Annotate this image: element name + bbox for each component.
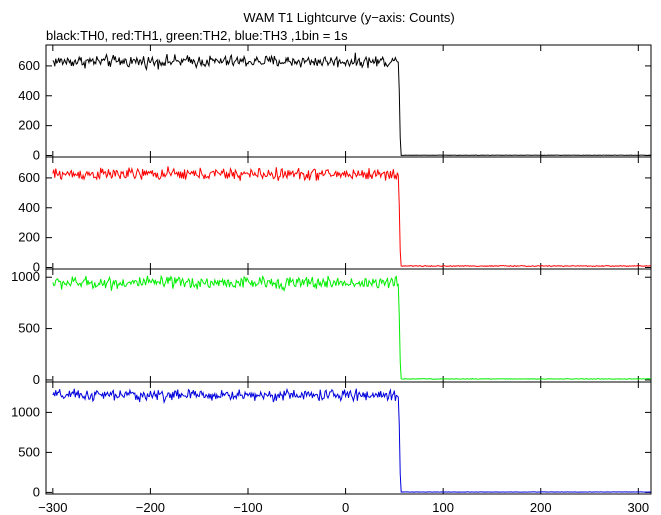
series-th2 [52, 274, 652, 380]
x-tick-label: 300 [627, 500, 649, 515]
panel-th1: 0 200 400 600 [18, 156, 652, 275]
y-tick-label: 0 [33, 484, 40, 499]
y-tick-label: 200 [18, 230, 40, 245]
panel-frame [45, 381, 652, 495]
y-tick-label: 500 [18, 444, 40, 459]
chart-title: WAM T1 Lightcurve (y−axis: Counts) [243, 10, 454, 25]
series-th1 [52, 166, 652, 268]
y-tick-label: 1000 [11, 404, 40, 419]
x-tick-label: 0 [342, 500, 349, 515]
x-tick-label: 200 [530, 500, 552, 515]
y-tick-label: 0 [33, 372, 40, 387]
y-tick-label: 200 [18, 118, 40, 133]
y-tick-label: 400 [18, 200, 40, 215]
panel-th2: 0 500 1000 [11, 268, 652, 387]
x-tick-label: −100 [233, 500, 262, 515]
x-axis: −300 −200 −100 0 100 200 300 [38, 500, 649, 515]
series-th3 [52, 387, 652, 493]
y-tick-label: 0 [33, 148, 40, 163]
y-tick-label: 1000 [11, 269, 40, 284]
y-tick-label: 600 [18, 170, 40, 185]
y-tick-label: 500 [18, 321, 40, 336]
series-th0 [52, 52, 652, 156]
y-tick-label: 0 [33, 260, 40, 275]
chart-subtitle: black:TH0, red:TH1, green:TH2, blue:TH3 … [46, 28, 348, 43]
panel-th0: 0 200 400 600 [18, 44, 652, 163]
y-tick-label: 600 [18, 58, 40, 73]
x-tick-label: −300 [38, 500, 67, 515]
x-tick-label: 100 [432, 500, 454, 515]
y-tick-label: 400 [18, 88, 40, 103]
panel-th3: 0 500 1000 [11, 381, 652, 499]
x-tick-label: −200 [136, 500, 165, 515]
